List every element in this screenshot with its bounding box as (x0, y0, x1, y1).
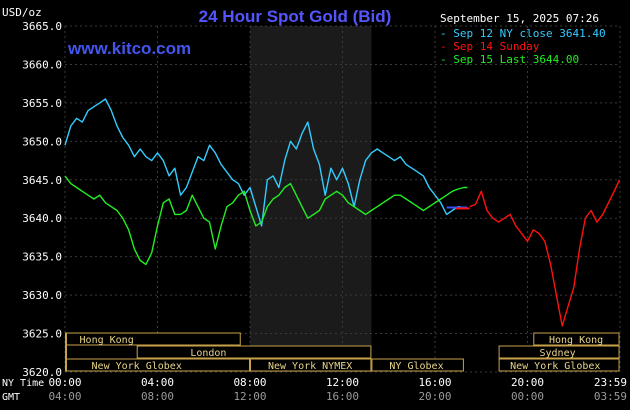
legend-entry: - Sep 15 Last 3644.00 (440, 53, 579, 66)
chart-title: 24 Hour Spot Gold (Bid) (199, 7, 392, 26)
x-tick-label: 00:00 (48, 376, 81, 389)
unit-label: USD/oz (2, 6, 42, 19)
y-tick-label: 3625.0 (22, 328, 62, 341)
x-tick-labels: NY Time 00:00 04:00 08:00 12:00 16:00 20:00 23:… (2, 376, 627, 403)
legend-entry: - Sep 12 NY close 3641.40 (440, 27, 606, 40)
x-tick-label: 04:00 (141, 376, 174, 389)
session-label: Hong Kong (80, 335, 134, 346)
y-tick-label: 3630.0 (22, 289, 62, 302)
session-label: New York Globex (92, 361, 182, 372)
legend: - Sep 12 NY close 3641.40 - Sep 14 Sunda… (440, 27, 606, 66)
session-bar (498, 345, 620, 359)
session-bar (250, 358, 372, 372)
x-axis-row-label: NY Time (2, 378, 44, 389)
session-bar (371, 358, 464, 372)
x-tick-label: 16:00 (418, 376, 451, 389)
y-tick-label: 3640.0 (22, 212, 62, 225)
session-edge (65, 333, 67, 371)
session-bar (533, 332, 620, 346)
series-line (64, 175, 468, 266)
x-tick-label: 16:00 (326, 390, 359, 403)
timestamp: September 15, 2025 07:26 (440, 12, 599, 25)
watermark: www.kitco.com (67, 39, 191, 58)
session-label: London (190, 348, 226, 359)
session-shade (250, 26, 372, 372)
y-tick-label: 3655.0 (22, 97, 62, 110)
y-tick-label: 3660.0 (22, 58, 62, 71)
session-label: New York NYMEX (268, 361, 352, 372)
x-tick-label: 03:59 (594, 390, 627, 403)
y-tick-label: 3635.0 (22, 251, 62, 264)
x-tick-label: 00:00 (511, 390, 544, 403)
series-line (64, 98, 464, 227)
series-line (469, 179, 621, 327)
y-tick-label: 3620.0 (22, 366, 62, 379)
x-tick-label: 12:00 (326, 376, 359, 389)
x-tick-label: 12:00 (233, 390, 266, 403)
x-tick-label: 04:00 (48, 390, 81, 403)
x-tick-label: 23:59 (594, 376, 627, 389)
session-bar (498, 358, 620, 372)
x-tick-label: 08:00 (233, 376, 266, 389)
y-tick-labels: 3665.0 3660.0 3655.0 3650.0 3645.0 3640.0 3635… (22, 20, 62, 379)
session-label: NY Globex (389, 361, 443, 372)
session-bar (136, 345, 372, 359)
x-axis-row-label: GMT (2, 392, 20, 403)
session-label: Sydney (540, 348, 576, 359)
x-tick-label: 20:00 (511, 376, 544, 389)
price-series (64, 98, 621, 327)
x-tick-label: 08:00 (141, 390, 174, 403)
x-tick-label: 20:00 (418, 390, 451, 403)
y-tick-label: 3645.0 (22, 174, 62, 187)
session-bars: Hong Kong Hong Kong London Sydney New York G… (65, 332, 620, 372)
y-tick-label: 3650.0 (22, 135, 62, 148)
y-tick-label: 3665.0 (22, 20, 62, 33)
gridlines (64, 25, 621, 373)
legend-entry: - Sep 14 Sunday (440, 40, 540, 53)
session-label: Hong Kong (549, 335, 603, 346)
session-label: New York Globex (510, 361, 600, 372)
